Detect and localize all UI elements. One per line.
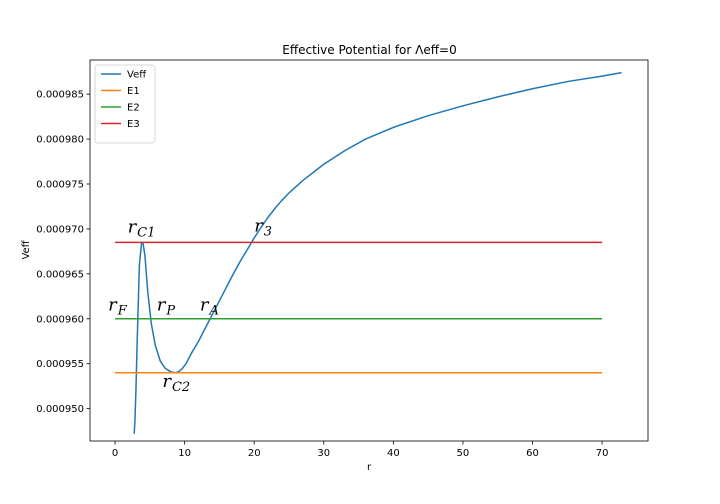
series-line-veff: [133, 71, 622, 434]
y-tick-label: 0.000965: [36, 269, 84, 280]
x-tick-label: 60: [526, 448, 539, 459]
chart-title: Effective Potential for Λeff=0: [282, 43, 456, 57]
axes-frame: [89, 59, 649, 442]
annotation-r-3: r3: [254, 216, 272, 240]
annotation-r-c1: rC1: [128, 217, 156, 241]
legend: Veff E1 E2 E3: [94, 64, 156, 144]
y-tick-label: 0.000955: [36, 359, 84, 370]
x-tick-label: 40: [387, 448, 400, 459]
annotation-r-a: rA: [200, 295, 219, 319]
legend-label-veff: Veff: [127, 70, 147, 81]
y-tick-label: 0.000975: [36, 180, 84, 191]
x-axis-label: r: [367, 462, 372, 473]
y-tick-label: 0.000960: [36, 314, 84, 325]
legend-label-e2: E2: [127, 103, 140, 114]
x-tick-label: 20: [248, 448, 261, 459]
x-tick-label: 70: [596, 448, 609, 459]
annotation-r-f: rF: [108, 295, 128, 319]
y-tick-label: 0.000985: [36, 90, 84, 101]
plot-area: [115, 71, 622, 434]
x-tick-label: 50: [457, 448, 470, 459]
x-tick-label: 0: [112, 448, 118, 459]
legend-label-e1: E1: [127, 86, 140, 97]
y-axis: 0.000950 0.000955 0.000960 0.000965 0.000970…: [36, 90, 90, 415]
annotations: rC1 r3 rF rP rA rC2: [108, 216, 272, 395]
x-tick-label: 10: [178, 448, 191, 459]
y-tick-label: 0.000970: [36, 224, 84, 235]
y-tick-label: 0.000950: [36, 404, 84, 415]
x-tick-label: 30: [317, 448, 330, 459]
x-axis: 0 10 20 30 40 50 60 70: [112, 441, 609, 459]
y-axis-label: Veff: [21, 239, 32, 259]
annotation-r-c2: rC2: [162, 371, 190, 395]
legend-label-e3: E3: [127, 119, 140, 130]
y-tick-label: 0.000980: [36, 135, 84, 146]
annotation-r-p: rP: [157, 295, 176, 319]
